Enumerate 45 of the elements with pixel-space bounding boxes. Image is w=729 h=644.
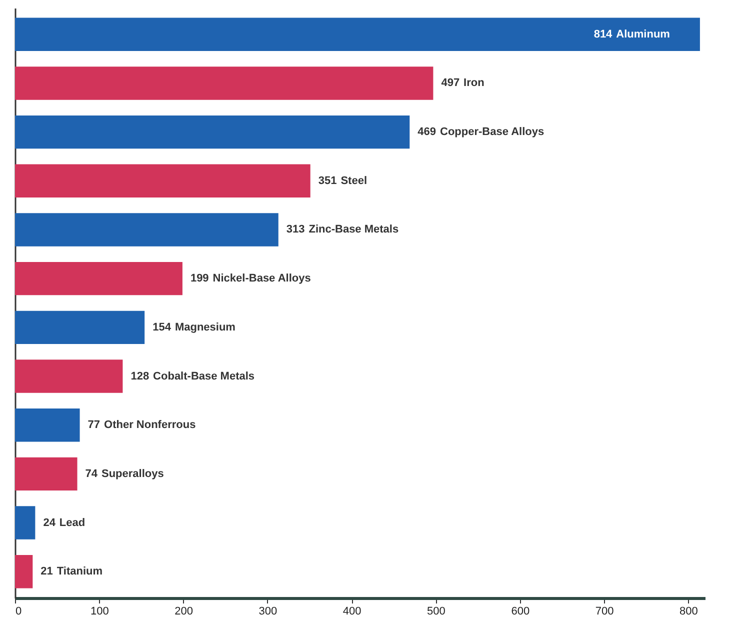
data-label: 154 (152, 321, 172, 334)
data-label: 469 (418, 126, 436, 138)
bar (15, 360, 123, 393)
x-tick-label: 200 (174, 606, 193, 618)
data-label: 24 (43, 516, 56, 529)
data-label: 74 (85, 468, 98, 480)
y-tick-label: Nickel-Base Alloys (212, 272, 311, 285)
bar (15, 66, 434, 100)
x-tick-label: 300 (258, 606, 278, 618)
bar (15, 18, 700, 51)
y-tick-label: Copper-Base Alloys (440, 126, 544, 138)
data-label: 199 (190, 272, 209, 285)
data-label: 497 (441, 77, 460, 90)
data-label: 814 (594, 28, 614, 40)
x-tick-label: 500 (427, 606, 446, 618)
bar (15, 164, 310, 198)
y-tick-label: Lead (59, 516, 86, 529)
data-label: 21 (40, 566, 53, 578)
bar (15, 408, 80, 442)
data-label: 313 (286, 224, 305, 236)
x-tick-label: 0 (16, 606, 22, 618)
x-tick-label: 400 (342, 606, 362, 618)
bar (15, 262, 182, 296)
y-tick-label: Superalloys (102, 468, 164, 480)
bar (15, 213, 278, 246)
data-label: 77 (88, 419, 100, 432)
x-tick-label: 700 (595, 606, 614, 618)
data-label: 128 (130, 370, 150, 382)
bar (15, 457, 78, 491)
x-tick-label: 100 (90, 606, 109, 618)
y-tick-label: Titanium (56, 566, 103, 578)
y-tick-label: Steel (340, 174, 368, 187)
y-tick-label: Cobalt-Base Metals (153, 370, 255, 382)
x-tick-label: 800 (679, 606, 698, 618)
y-tick-label: Other Nonferrous (104, 419, 196, 432)
y-tick-label: Zinc-Base Metals (308, 224, 399, 236)
bar (15, 506, 36, 540)
data-label: 351 (318, 174, 337, 187)
bar (15, 115, 410, 149)
bar (15, 555, 33, 588)
y-tick-label: Iron (464, 77, 485, 90)
bar (15, 310, 145, 344)
y-tick-label: Magnesium (174, 321, 236, 334)
x-tick-label: 600 (511, 606, 530, 618)
y-tick-label: Aluminum (616, 28, 670, 40)
